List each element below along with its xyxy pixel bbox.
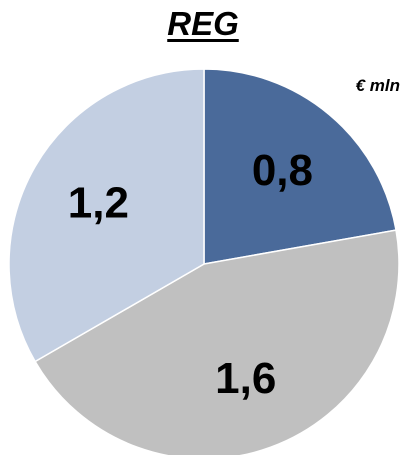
pie-slice-0 [203,68,397,265]
chart-title: REG [167,5,239,42]
pie-labels: 0,8 1,6 1,2 [68,146,313,403]
pie-slice-1 [34,229,400,455]
pie-slice-label-1: 1,6 [215,354,276,403]
pie-slices [8,68,400,455]
unit-label: € mln [355,76,400,95]
pie-slice-label-2: 1,2 [68,179,129,228]
pie-slice-label-0: 0,8 [252,146,313,195]
pie-slice-2 [8,68,205,363]
